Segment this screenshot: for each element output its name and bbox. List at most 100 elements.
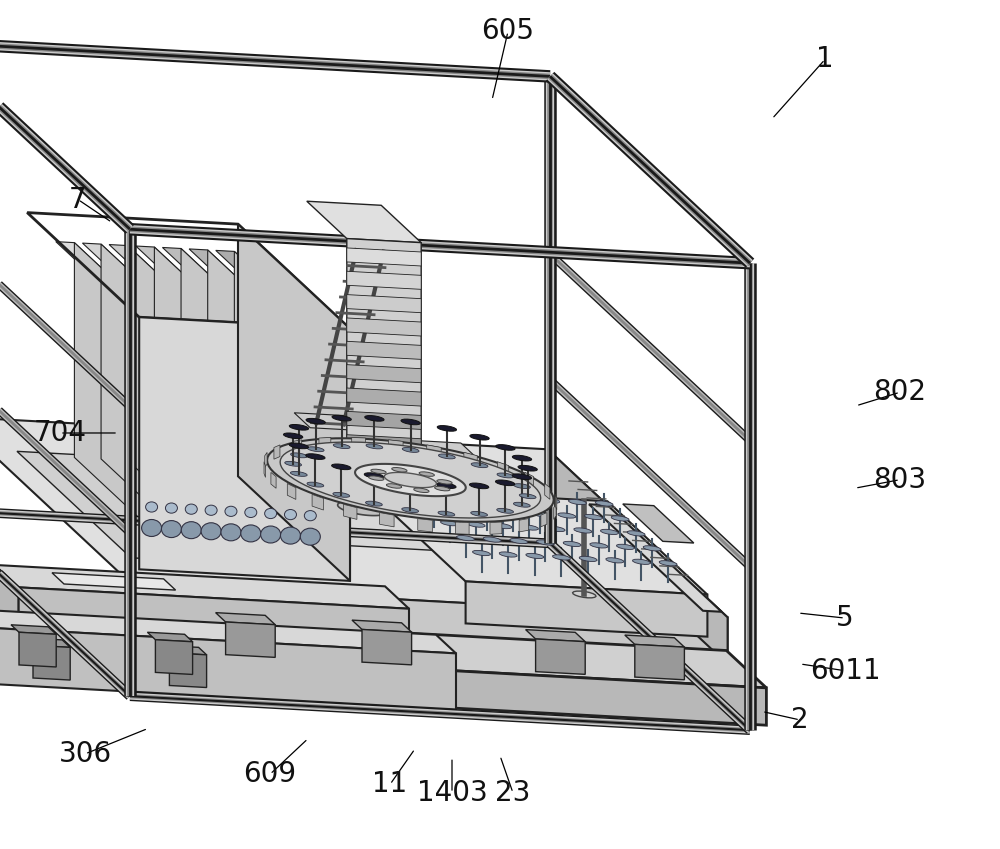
Polygon shape (226, 622, 275, 657)
Polygon shape (147, 633, 193, 642)
Polygon shape (531, 511, 549, 517)
Polygon shape (347, 365, 421, 383)
Polygon shape (469, 483, 489, 489)
Polygon shape (441, 520, 458, 526)
Circle shape (284, 509, 296, 520)
Polygon shape (216, 613, 275, 625)
Polygon shape (265, 453, 267, 468)
Polygon shape (132, 585, 728, 664)
Text: 23: 23 (495, 779, 531, 807)
Polygon shape (0, 417, 728, 617)
Polygon shape (162, 247, 275, 336)
Circle shape (181, 521, 201, 538)
Polygon shape (545, 483, 550, 499)
Text: 11: 11 (372, 771, 408, 798)
Polygon shape (386, 484, 402, 488)
Circle shape (225, 506, 237, 516)
Polygon shape (606, 558, 624, 563)
Polygon shape (101, 245, 195, 547)
Polygon shape (307, 447, 324, 452)
Polygon shape (256, 335, 275, 551)
Polygon shape (189, 249, 302, 338)
Polygon shape (344, 504, 357, 520)
Polygon shape (437, 483, 456, 488)
Polygon shape (139, 318, 350, 581)
Polygon shape (627, 531, 645, 536)
Polygon shape (409, 491, 426, 496)
Polygon shape (462, 493, 480, 499)
Circle shape (201, 523, 221, 540)
Polygon shape (435, 492, 453, 498)
Polygon shape (384, 472, 436, 487)
Polygon shape (283, 433, 303, 439)
Polygon shape (294, 413, 360, 430)
Text: 704: 704 (34, 419, 87, 447)
Polygon shape (155, 640, 193, 674)
Polygon shape (292, 440, 302, 453)
Text: 1: 1 (816, 46, 834, 73)
Polygon shape (514, 484, 530, 488)
Polygon shape (635, 644, 684, 680)
Polygon shape (563, 542, 581, 547)
Text: 803: 803 (873, 466, 927, 493)
Circle shape (165, 503, 177, 513)
Polygon shape (400, 480, 420, 485)
Polygon shape (365, 501, 382, 506)
Polygon shape (518, 465, 537, 471)
Polygon shape (264, 462, 265, 477)
Polygon shape (519, 494, 536, 498)
Polygon shape (471, 511, 488, 516)
Polygon shape (333, 492, 350, 498)
Polygon shape (19, 633, 56, 667)
Polygon shape (438, 511, 455, 516)
Polygon shape (0, 628, 456, 710)
Polygon shape (526, 554, 544, 559)
Polygon shape (513, 503, 530, 507)
Polygon shape (169, 653, 207, 688)
Polygon shape (497, 473, 514, 478)
Polygon shape (203, 332, 222, 548)
Polygon shape (319, 437, 331, 450)
Polygon shape (128, 245, 222, 548)
Polygon shape (573, 591, 596, 598)
Polygon shape (451, 507, 469, 512)
Polygon shape (216, 250, 328, 340)
Polygon shape (347, 295, 421, 312)
Polygon shape (355, 464, 466, 496)
Polygon shape (317, 462, 383, 479)
Polygon shape (290, 471, 307, 476)
Polygon shape (332, 464, 351, 469)
Polygon shape (515, 497, 533, 502)
Polygon shape (512, 455, 532, 461)
Polygon shape (536, 639, 585, 674)
Text: 7: 7 (69, 186, 87, 213)
Polygon shape (512, 474, 532, 480)
Polygon shape (388, 440, 403, 453)
Polygon shape (525, 472, 533, 488)
Polygon shape (181, 249, 275, 551)
Polygon shape (238, 224, 350, 581)
Polygon shape (306, 419, 325, 424)
Polygon shape (601, 529, 618, 535)
Polygon shape (371, 469, 386, 474)
Polygon shape (470, 435, 489, 440)
Polygon shape (176, 331, 195, 547)
Polygon shape (226, 447, 597, 559)
Polygon shape (0, 565, 409, 609)
Polygon shape (267, 438, 554, 522)
Circle shape (161, 520, 181, 537)
Text: 306: 306 (58, 740, 112, 767)
Polygon shape (74, 243, 168, 545)
Polygon shape (347, 248, 421, 266)
Polygon shape (553, 554, 570, 560)
Polygon shape (150, 329, 168, 545)
Polygon shape (435, 486, 450, 491)
Circle shape (142, 520, 162, 537)
Polygon shape (154, 247, 248, 549)
Circle shape (185, 504, 197, 514)
Polygon shape (347, 412, 421, 430)
Polygon shape (17, 452, 348, 570)
Polygon shape (473, 550, 490, 555)
Polygon shape (364, 473, 384, 479)
Text: 5: 5 (836, 604, 854, 632)
